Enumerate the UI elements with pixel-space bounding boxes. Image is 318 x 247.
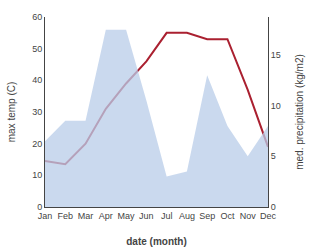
svg-text:date (month): date (month) <box>126 236 187 247</box>
svg-text:10: 10 <box>271 101 281 111</box>
svg-text:30: 30 <box>32 107 42 117</box>
svg-text:Jun: Jun <box>139 211 154 221</box>
svg-text:15: 15 <box>271 50 281 60</box>
svg-text:May: May <box>118 211 136 221</box>
svg-text:20: 20 <box>32 139 42 149</box>
svg-text:10: 10 <box>32 170 42 180</box>
svg-text:40: 40 <box>32 75 42 85</box>
svg-text:Aug: Aug <box>179 211 195 221</box>
svg-text:Sep: Sep <box>199 211 215 221</box>
svg-text:60: 60 <box>32 12 42 22</box>
svg-text:0: 0 <box>271 202 276 212</box>
svg-text:5: 5 <box>271 151 276 161</box>
svg-text:Jul: Jul <box>161 211 173 221</box>
svg-text:Mar: Mar <box>78 211 94 221</box>
svg-text:Apr: Apr <box>99 211 113 221</box>
svg-text:50: 50 <box>32 44 42 54</box>
svg-text:Feb: Feb <box>58 211 74 221</box>
svg-text:max temp (C): max temp (C) <box>6 82 17 143</box>
svg-text:Oct: Oct <box>220 211 235 221</box>
svg-text:Jan: Jan <box>38 211 53 221</box>
svg-text:0: 0 <box>37 202 42 212</box>
svg-text:med. precipitation (kg/m2): med. precipitation (kg/m2) <box>294 54 305 170</box>
svg-text:Nov: Nov <box>240 211 257 221</box>
svg-text:Dec: Dec <box>260 211 277 221</box>
